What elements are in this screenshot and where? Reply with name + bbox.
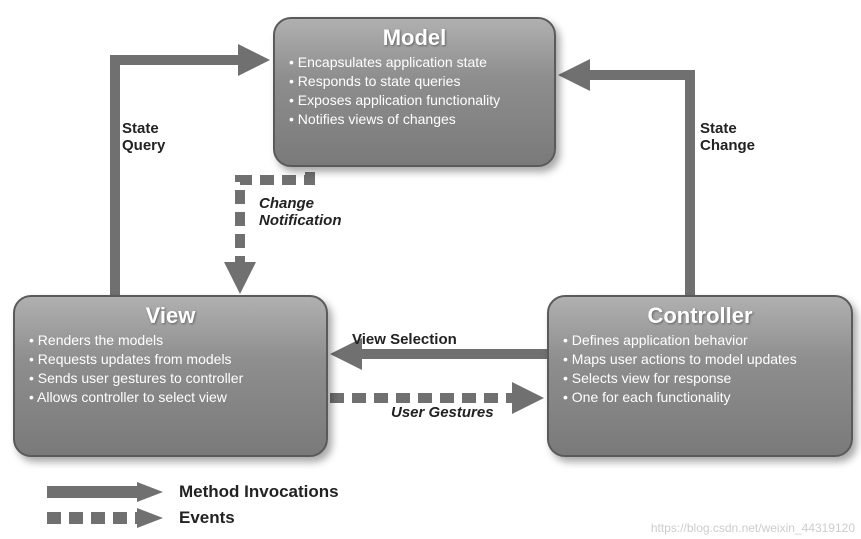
- label-change-notification: Change Notification: [259, 195, 342, 229]
- label-state-query: State Query: [122, 120, 165, 154]
- legend-row-dashed: Events: [45, 505, 339, 531]
- legend-dashed-icon: [45, 507, 165, 529]
- node-view-item: Sends user gestures to controller: [29, 369, 312, 388]
- node-controller-title: Controller: [563, 303, 837, 329]
- node-model: Model Encapsulates application state Res…: [273, 17, 556, 167]
- legend: Method Invocations Events: [45, 479, 339, 531]
- node-view-title: View: [29, 303, 312, 329]
- edge-state-query: [115, 60, 258, 298]
- node-model-item: Encapsulates application state: [289, 53, 540, 72]
- label-view-selection: View Selection: [352, 331, 457, 348]
- node-view-item: Requests updates from models: [29, 350, 312, 369]
- node-model-item: Notifies views of changes: [289, 110, 540, 129]
- node-view-items: Renders the models Requests updates from…: [29, 331, 312, 407]
- node-controller-item: One for each functionality: [563, 388, 837, 407]
- node-controller-item: Defines application behavior: [563, 331, 837, 350]
- node-controller-item: Selects view for response: [563, 369, 837, 388]
- node-view: View Renders the models Requests updates…: [13, 295, 328, 457]
- watermark: https://blog.csdn.net/weixin_44319120: [651, 521, 855, 535]
- label-state-change: State Change: [700, 120, 755, 154]
- node-model-items: Encapsulates application state Responds …: [289, 53, 540, 129]
- node-view-item: Allows controller to select view: [29, 388, 312, 407]
- legend-dashed-label: Events: [179, 508, 235, 528]
- legend-solid-label: Method Invocations: [179, 482, 339, 502]
- legend-row-solid: Method Invocations: [45, 479, 339, 505]
- node-controller-items: Defines application behavior Maps user a…: [563, 331, 837, 407]
- node-model-title: Model: [289, 25, 540, 51]
- label-user-gestures: User Gestures: [391, 404, 494, 421]
- node-view-item: Renders the models: [29, 331, 312, 350]
- node-model-item: Exposes application functionality: [289, 91, 540, 110]
- node-model-item: Responds to state queries: [289, 72, 540, 91]
- node-controller: Controller Defines application behavior …: [547, 295, 853, 457]
- edge-state-change: [570, 75, 690, 298]
- node-controller-item: Maps user actions to model updates: [563, 350, 837, 369]
- legend-solid-icon: [45, 481, 165, 503]
